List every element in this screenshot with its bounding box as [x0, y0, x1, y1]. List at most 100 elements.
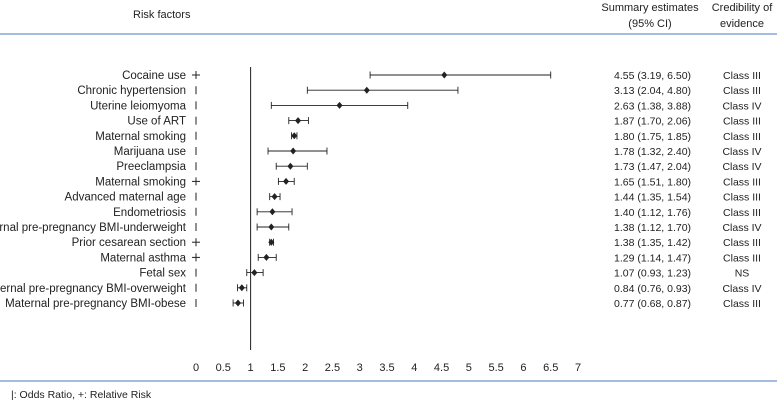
point-estimate [295, 117, 302, 125]
x-tick-label: 1.5 [270, 362, 285, 374]
summary-estimate: 1.44 (1.35, 1.54) [614, 192, 691, 204]
row-label: Maternal smoking [95, 176, 186, 188]
x-tick-label: 4.5 [434, 362, 449, 374]
summary-estimate: 1.65 (1.51, 1.80) [614, 176, 691, 188]
point-estimate [268, 238, 275, 246]
evidence-class: Class III [723, 207, 761, 219]
point-estimate [441, 71, 448, 79]
evidence-class: Class III [723, 70, 761, 82]
point-estimate [291, 132, 298, 140]
forest-row: Maternal asthma 1.29 (1.14, 1.47) Class II… [100, 252, 761, 264]
forest-row: Prior cesarean section 1.38 (1.35, 1.42) C… [72, 237, 761, 249]
point-estimate [238, 284, 245, 292]
summary-estimate: 1.38 (1.12, 1.70) [614, 222, 691, 234]
evidence-class: Class III [723, 192, 761, 204]
point-estimate [363, 86, 370, 94]
summary-estimate: 1.73 (1.47, 2.04) [614, 161, 691, 173]
header-credibility-line2: evidence [720, 18, 764, 30]
x-tick-label: 2 [302, 362, 308, 374]
point-estimate [251, 269, 258, 277]
row-label: Maternal asthma [100, 252, 186, 264]
point-estimate [287, 162, 294, 170]
evidence-class: Class III [723, 116, 761, 128]
x-tick-label: 0 [193, 362, 199, 374]
summary-estimate: 1.07 (0.93, 1.23) [614, 268, 691, 280]
evidence-class: NS [735, 268, 750, 280]
forest-row: Endometriosis 1.40 (1.12, 1.76) Class III [113, 207, 761, 219]
summary-estimate: 4.55 (3.19, 6.50) [614, 70, 691, 82]
evidence-class: Class IV [722, 222, 761, 234]
forest-row: Maternal pre-pregnancy BMI-obese 0.77 (0.… [5, 298, 761, 310]
row-label: Maternal pre-pregnancy BMI-obese [5, 298, 186, 310]
forest-row: Fetal sex 1.07 (0.93, 1.23) NS [139, 268, 749, 280]
summary-estimate: 3.13 (2.04, 4.80) [614, 85, 691, 97]
row-label: Cocaine use [122, 70, 186, 82]
evidence-class: Class IV [722, 161, 761, 173]
x-tick-label: 2.5 [325, 362, 340, 374]
summary-estimate: 1.40 (1.12, 1.76) [614, 207, 691, 219]
x-axis: 0 0.5 1 1.5 2 2.5 3 3.5 4 4.5 5 5.5 6 6.5 7 [193, 67, 581, 374]
point-estimate [336, 101, 343, 109]
forest-row: Maternal pre-pregnancy BMI-underweight 1.… [0, 222, 762, 234]
evidence-class: Class III [723, 131, 761, 143]
evidence-class: Class IV [722, 146, 761, 158]
evidence-class: Class III [723, 237, 761, 249]
summary-estimate: 1.38 (1.35, 1.42) [614, 237, 691, 249]
row-label: Maternal pre-pregnancy BMI-underweight [0, 222, 187, 234]
row-label: Uterine leiomyoma [90, 100, 186, 112]
forest-rows: Cocaine use 4.55 (3.19, 6.50) Class IIIChr… [0, 70, 762, 310]
row-label: Maternal smoking [95, 131, 186, 143]
forest-row: Chronic hypertension 3.13 (2.04, 4.80) Cla… [77, 85, 761, 97]
x-tick-label: 4 [411, 362, 417, 374]
summary-estimate: 1.80 (1.75, 1.85) [614, 131, 691, 143]
summary-estimate: 2.63 (1.38, 3.88) [614, 100, 691, 112]
evidence-class: Class III [723, 252, 761, 264]
row-label: Maternal pre-pregnancy BMI-overweight [0, 283, 187, 295]
point-estimate [263, 253, 270, 261]
x-tick-label: 5 [466, 362, 472, 374]
evidence-class: Class III [723, 298, 761, 310]
evidence-class: Class III [723, 176, 761, 188]
evidence-class: Class IV [722, 283, 761, 295]
row-label: Use of ART [127, 116, 186, 128]
point-estimate [235, 299, 242, 307]
evidence-class: Class IV [722, 100, 761, 112]
row-label: Preeclampsia [116, 161, 186, 173]
summary-estimate: 0.77 (0.68, 0.87) [614, 298, 691, 310]
summary-estimate: 0.84 (0.76, 0.93) [614, 283, 691, 295]
row-label: Prior cesarean section [72, 237, 186, 249]
forest-row: Maternal smoking 1.65 (1.51, 1.80) Class I… [95, 176, 761, 188]
x-tick-label: 6.5 [543, 362, 558, 374]
point-estimate [269, 208, 276, 216]
forest-row: Maternal pre-pregnancy BMI-overweight 0.8… [0, 283, 762, 295]
x-tick-label: 3 [357, 362, 363, 374]
header-risk-factors: Risk factors [133, 9, 191, 21]
x-tick-label: 5.5 [488, 362, 503, 374]
x-tick-label: 3.5 [379, 362, 394, 374]
summary-estimate: 1.87 (1.70, 2.06) [614, 116, 691, 128]
header-summary-line2: (95% CI) [628, 18, 671, 30]
legend-note: |: Odds Ratio, +: Relative Risk [11, 389, 152, 401]
row-label: Marijuana use [114, 146, 186, 158]
forest-row: Cocaine use 4.55 (3.19, 6.50) Class III [122, 70, 761, 82]
forest-row: Use of ART 1.87 (1.70, 2.06) Class III [127, 116, 761, 128]
forest-row: Uterine leiomyoma 2.63 (1.38, 3.88) Class … [90, 100, 761, 112]
row-label: Fetal sex [139, 268, 186, 280]
forest-row: Preeclampsia 1.73 (1.47, 2.04) Class IV [116, 161, 761, 173]
header-credibility-line1: Credibility of [712, 2, 773, 14]
forest-row: Advanced maternal age 1.44 (1.35, 1.54) Cl… [65, 192, 761, 204]
row-label: Advanced maternal age [65, 192, 186, 204]
x-tick-label: 7 [575, 362, 581, 374]
evidence-class: Class III [723, 85, 761, 97]
x-tick-label: 0.5 [216, 362, 231, 374]
summary-estimate: 1.29 (1.14, 1.47) [614, 252, 691, 264]
row-label: Chronic hypertension [77, 85, 186, 97]
forest-row: Marijuana use 1.78 (1.32, 2.40) Class IV [114, 146, 762, 158]
x-tick-label: 6 [520, 362, 526, 374]
summary-estimate: 1.78 (1.32, 2.40) [614, 146, 691, 158]
point-estimate [283, 177, 290, 185]
row-label: Endometriosis [113, 207, 186, 219]
x-tick-label: 1 [248, 362, 254, 374]
point-estimate [271, 193, 278, 201]
